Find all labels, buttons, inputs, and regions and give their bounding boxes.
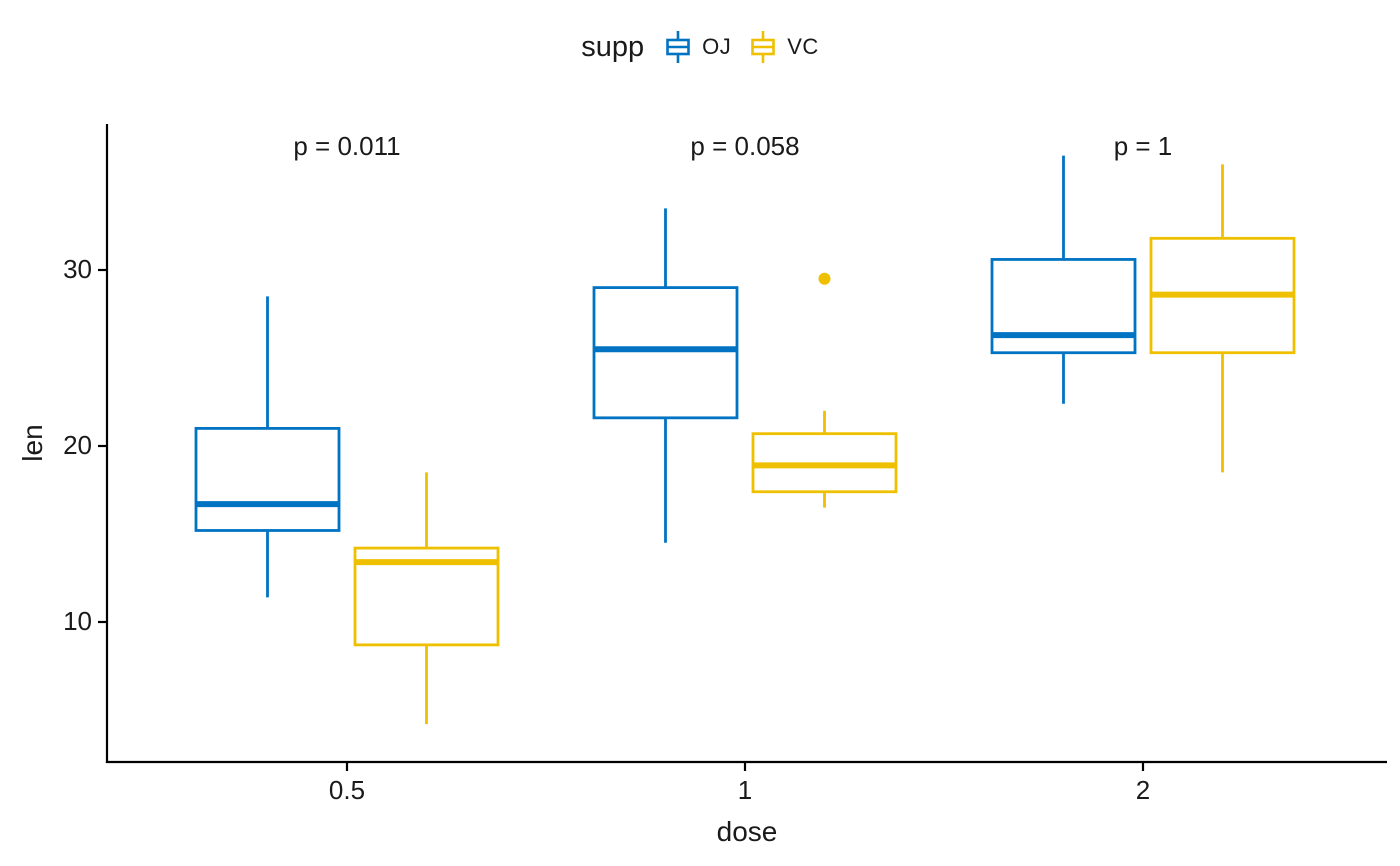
y-tick-label-10: 10 [63, 606, 92, 636]
boxplot-key-icon-oj [666, 31, 690, 63]
legend-title: supp [581, 30, 645, 63]
y-tick-label-30: 30 [63, 254, 92, 284]
boxplot-vc-dose-1 [751, 272, 898, 508]
boxplot-oj-dose-2 [990, 155, 1137, 404]
y-axis-title: len [17, 424, 48, 462]
p-value-annotation-dose-0.5: p = 0.011 [293, 131, 401, 161]
p-value-annotation-dose-1: p = 0.058 [690, 131, 800, 161]
legend-label-oj: OJ [702, 34, 732, 59]
x-tick-label-1: 1 [737, 775, 753, 805]
outlier-point [818, 272, 831, 285]
legend-label-vc: VC [787, 34, 819, 59]
x-tick-label-0.5: 0.5 [328, 775, 366, 805]
x-axis-title: dose [716, 816, 778, 847]
axes [98, 124, 1387, 771]
iqr-box [990, 258, 1137, 355]
boxplot-oj-dose-1 [592, 208, 739, 543]
boxplot-vc-dose-2 [1149, 164, 1296, 473]
legend-item-oj: OJ [664, 28, 731, 66]
boxplot-series [194, 155, 1296, 725]
y-tick-label-20: 20 [63, 430, 92, 460]
boxplot-oj-dose-0.5 [194, 296, 341, 598]
legend-item-vc: VC [749, 28, 819, 66]
boxplot-key-icon-vc [751, 31, 776, 63]
iqr-box [194, 426, 341, 532]
iqr-box [592, 286, 739, 420]
boxplot-vc-dose-0.5 [353, 472, 500, 725]
x-tick-label-2: 2 [1135, 775, 1151, 805]
p-value-annotation-dose-2: p = 1 [1113, 131, 1173, 161]
legend: supp OJ VC [0, 28, 1400, 66]
